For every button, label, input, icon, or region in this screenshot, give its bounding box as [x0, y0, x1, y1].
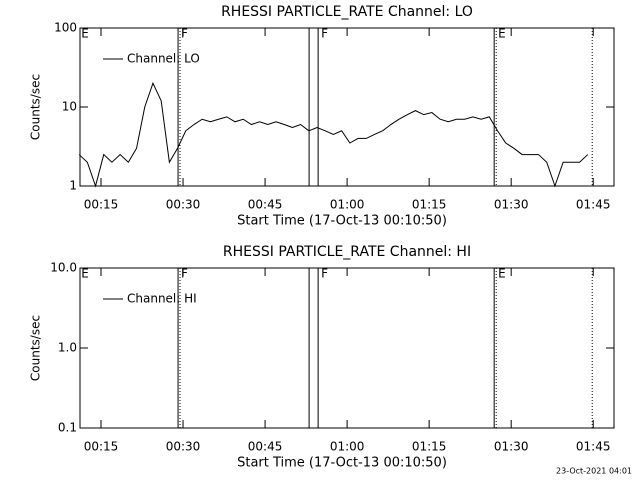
x-tick-label: 00:45 — [248, 198, 283, 212]
x-axis-label: Start Time (17-Oct-13 00:10:50) — [237, 214, 447, 229]
x-tick-label: 01:45 — [576, 440, 611, 454]
x-tick-label: 00:15 — [84, 440, 119, 454]
x-tick-label: 00:45 — [248, 440, 283, 454]
y-tick-label: 10 — [62, 100, 77, 114]
y-tick-label: 1 — [69, 179, 77, 193]
x-tick-label: 00:30 — [166, 440, 201, 454]
legend-label: Channel: HI — [127, 292, 197, 306]
x-axis-label: Start Time (17-Oct-13 00:10:50) — [237, 456, 447, 471]
y-axis-label: Counts/sec — [29, 315, 43, 381]
y-tick-label: 100 — [54, 21, 77, 35]
x-tick-label: 00:30 — [166, 198, 201, 212]
chart-title: RHESSI PARTICLE_RATE Channel: LO — [221, 4, 473, 20]
chart-title: RHESSI PARTICLE_RATE Channel: HI — [223, 244, 471, 260]
flag-label: E — [498, 267, 506, 281]
data-line — [78, 81, 589, 188]
x-tick-label: 01:00 — [330, 198, 365, 212]
legend-label: Channel: LO — [127, 52, 200, 66]
footer: 23-Oct-2021 04:01 — [556, 467, 632, 476]
x-tick-label: 01:00 — [330, 440, 365, 454]
flag-label: E — [81, 267, 89, 281]
y-tick-label: 10.0 — [50, 261, 77, 275]
x-tick-label: 01:30 — [494, 198, 529, 212]
x-tick-label: 01:30 — [494, 440, 529, 454]
x-tick-label: 01:15 — [412, 440, 447, 454]
y-tick-label: 0.1 — [58, 421, 77, 435]
flag-label: E — [498, 27, 506, 41]
x-tick-label: 00:15 — [84, 198, 119, 212]
x-tick-label: 01:45 — [576, 198, 611, 212]
flag-label: F — [181, 267, 188, 281]
y-axis-label: Counts/sec — [29, 74, 43, 140]
flag-label: E — [81, 27, 89, 41]
flag-label: F — [321, 267, 328, 281]
y-tick-label: 1.0 — [58, 341, 77, 355]
flag-label: F — [181, 27, 188, 41]
flag-label: F — [321, 27, 328, 41]
x-tick-label: 01:15 — [412, 198, 447, 212]
